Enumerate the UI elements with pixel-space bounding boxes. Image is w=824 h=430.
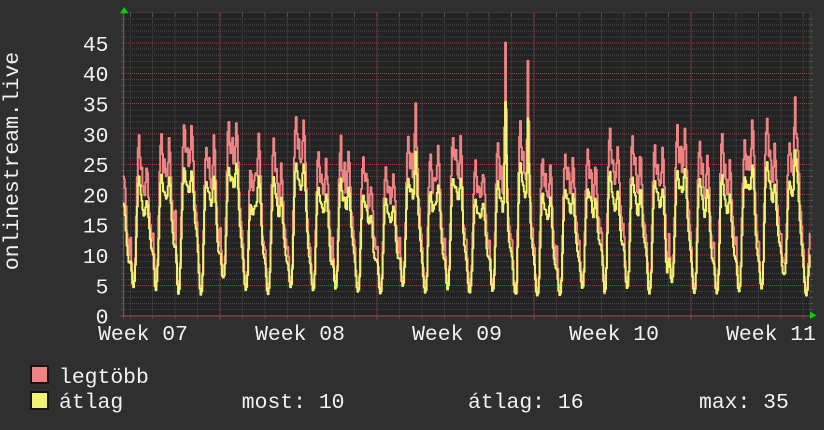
svg-text:átlag: átlag xyxy=(59,391,123,415)
svg-text:45: 45 xyxy=(83,34,109,58)
svg-text:10: 10 xyxy=(83,246,109,270)
svg-text:max: 35: max: 35 xyxy=(699,391,789,415)
svg-text:legtöbb: legtöbb xyxy=(59,366,149,390)
svg-text:Week 11: Week 11 xyxy=(726,323,816,347)
svg-text:Week 09: Week 09 xyxy=(412,323,502,347)
svg-text:Week 10: Week 10 xyxy=(569,323,659,347)
svg-text:most: 10: most: 10 xyxy=(242,391,345,415)
svg-text:20: 20 xyxy=(83,185,109,209)
svg-text:35: 35 xyxy=(83,95,109,119)
svg-text:25: 25 xyxy=(83,155,109,179)
svg-text:Week 08: Week 08 xyxy=(255,323,345,347)
svg-text:30: 30 xyxy=(83,125,109,149)
svg-text:átlag: 16: átlag: 16 xyxy=(468,391,584,415)
svg-text:0: 0 xyxy=(96,307,109,331)
svg-text:40: 40 xyxy=(83,64,109,88)
svg-text:Week 07: Week 07 xyxy=(98,323,188,347)
svg-text:5: 5 xyxy=(96,276,109,300)
svg-text:onlinestream.live: onlinestream.live xyxy=(1,52,25,270)
svg-text:15: 15 xyxy=(83,216,109,240)
